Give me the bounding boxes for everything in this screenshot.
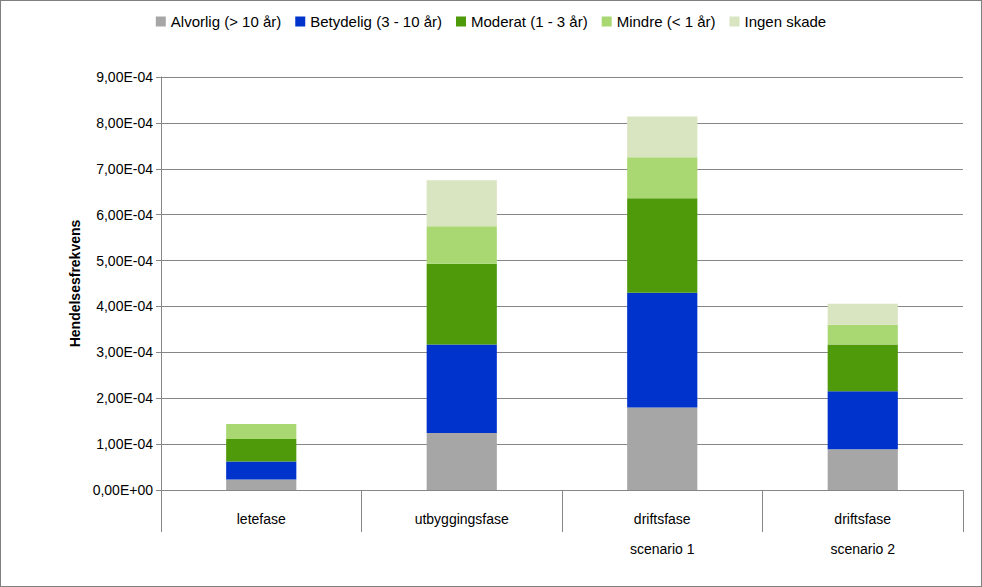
svg-text:scenario 2: scenario 2 [830,541,895,557]
svg-text:5,00E-04: 5,00E-04 [96,253,153,269]
svg-text:utbyggingsfase: utbyggingsfase [415,511,509,527]
svg-text:driftsfase: driftsfase [634,511,691,527]
svg-text:3,00E-04: 3,00E-04 [96,344,153,360]
svg-text:7,00E-04: 7,00E-04 [96,161,153,177]
svg-text:8,00E-04: 8,00E-04 [96,115,153,131]
svg-text:scenario 1: scenario 1 [630,541,695,557]
svg-text:Ingen skade: Ingen skade [744,13,826,30]
svg-text:driftsfase: driftsfase [834,511,891,527]
svg-text:1,00E-04: 1,00E-04 [96,436,153,452]
svg-text:6,00E-04: 6,00E-04 [96,207,153,223]
svg-text:2,00E-04: 2,00E-04 [96,390,153,406]
svg-text:9,00E-04: 9,00E-04 [96,69,153,85]
svg-text:0,00E+00: 0,00E+00 [93,482,154,498]
svg-text:Alvorlig (> 10 år): Alvorlig (> 10 år) [171,13,281,30]
svg-text:Moderat (1 - 3 år): Moderat (1 - 3 år) [471,13,588,30]
svg-text:Mindre (< 1 år): Mindre (< 1 år) [617,13,716,30]
svg-text:letefase: letefase [237,511,286,527]
svg-text:4,00E-04: 4,00E-04 [96,298,153,314]
svg-text:Hendelsesfrekvens: Hendelsesfrekvens [67,219,83,347]
svg-text:Betydelig (3 - 10 år): Betydelig (3 - 10 år) [310,13,442,30]
